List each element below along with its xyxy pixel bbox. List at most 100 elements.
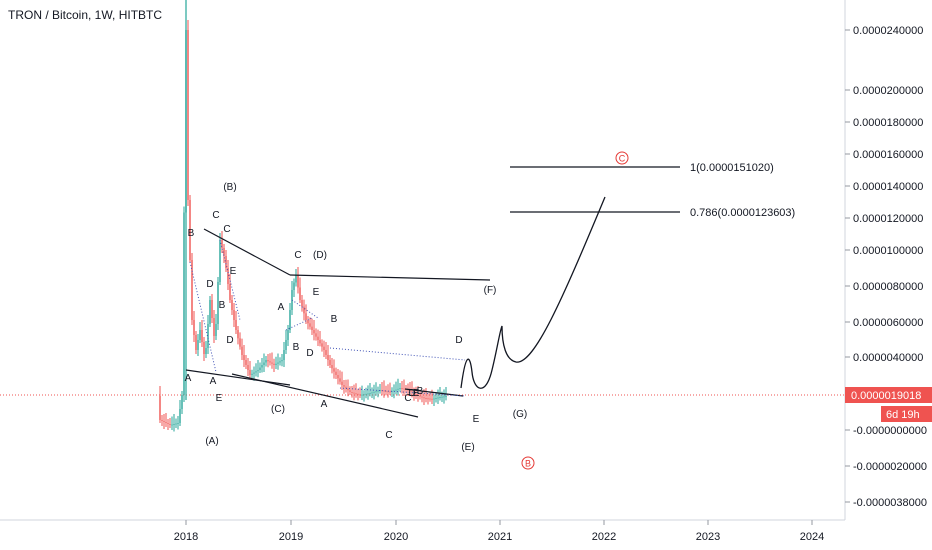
candle-body <box>357 393 359 395</box>
candle-body <box>245 360 247 365</box>
circle-marker <box>615 151 629 165</box>
candle-body <box>203 342 205 354</box>
candle-body <box>225 256 227 268</box>
wave-label: B <box>219 300 226 311</box>
candle-body <box>267 360 269 362</box>
wave-label: A <box>210 376 217 387</box>
candle-body <box>197 340 199 350</box>
wave-label: (F) <box>484 285 497 296</box>
fib-level-label: 0.786(0.0000123603) <box>690 207 795 219</box>
candle-body <box>395 389 397 391</box>
candle-body <box>349 390 351 392</box>
candle-body <box>253 372 255 374</box>
candle-body <box>235 320 237 330</box>
candle-body <box>399 388 401 389</box>
candle-body <box>233 310 235 320</box>
candle-body <box>337 375 339 379</box>
candle-body <box>191 260 193 320</box>
x-tick-label: 2024 <box>800 531 824 543</box>
candle-body <box>309 323 311 327</box>
y-tick-label: 0.0000160000 <box>853 149 923 161</box>
candle-body <box>257 370 259 372</box>
wave-label: C <box>212 210 219 221</box>
candle-body <box>347 388 349 391</box>
wave-connector <box>189 261 217 373</box>
candle-body <box>167 423 169 424</box>
candle-body <box>333 368 335 372</box>
candle-body <box>293 282 295 290</box>
wave-label: C <box>223 224 230 235</box>
wave-label: A <box>321 399 328 410</box>
candle-body <box>441 396 443 398</box>
wave-label: E <box>313 287 320 298</box>
wave-label: (C) <box>271 404 285 415</box>
trendline <box>231 373 419 418</box>
x-tick-label: 2022 <box>592 531 616 543</box>
candle-body <box>383 390 385 392</box>
candle-body <box>415 393 417 395</box>
wave-label: A <box>278 302 285 313</box>
candle-body <box>323 346 325 350</box>
candle-body <box>281 360 283 362</box>
circle-label: C <box>619 154 626 164</box>
candle-body <box>321 343 323 347</box>
trendline <box>404 388 464 397</box>
candle-body <box>387 391 389 393</box>
y-tick-label: -0.0000038000 <box>853 497 927 509</box>
candle-body <box>431 398 433 400</box>
candle-body <box>179 409 181 423</box>
candle-body <box>263 362 265 365</box>
candle-body <box>283 350 285 360</box>
candle-body <box>377 390 379 392</box>
candle-body <box>205 348 207 354</box>
candle-body <box>181 395 183 409</box>
candle-body <box>287 330 289 340</box>
candle-body <box>171 424 173 426</box>
candle-body <box>199 330 201 340</box>
candle-body <box>307 320 309 324</box>
wave-label: D <box>408 388 415 399</box>
candle-body <box>215 324 217 336</box>
candle-body <box>251 373 253 375</box>
candle-body <box>311 326 313 330</box>
x-tick-label: 2018 <box>174 531 198 543</box>
candle-body <box>279 361 281 363</box>
wave-connector <box>291 299 319 319</box>
wave-label: E <box>473 414 480 425</box>
candle-body <box>207 324 209 348</box>
candle-body <box>355 393 357 395</box>
candle-body <box>359 394 361 396</box>
candle-body <box>231 300 233 310</box>
wave-label: (B) <box>223 182 236 193</box>
projection-path <box>460 196 606 389</box>
candle-body <box>329 360 331 365</box>
wave-label: D <box>226 335 233 346</box>
x-tick-label: 2019 <box>279 531 303 543</box>
candle-body <box>391 391 393 393</box>
y-tick-label: 0.0000180000 <box>853 117 923 129</box>
candle-body <box>241 346 243 355</box>
candle-body <box>159 396 161 420</box>
candle-body <box>445 396 447 397</box>
y-tick-label: 0.0000240000 <box>853 25 923 37</box>
candle-body <box>223 248 225 256</box>
candle-body <box>411 391 413 393</box>
candle-body <box>443 396 445 398</box>
candle-body <box>335 371 337 375</box>
candle-body <box>221 240 223 248</box>
chart-title: TRON / Bitcoin, 1W, HITBTC <box>8 8 163 22</box>
candle-body <box>343 385 345 387</box>
candle-body <box>277 362 279 364</box>
candle-body <box>365 393 367 395</box>
y-tick-label: -0.0000000000 <box>853 425 927 437</box>
y-tick-label: 0.0000060000 <box>853 317 923 329</box>
wave-label: D <box>306 348 313 359</box>
candle-body <box>249 370 251 375</box>
candle-body <box>303 306 305 314</box>
candle-body <box>325 350 327 355</box>
y-tick-label: 0.0000200000 <box>853 85 923 97</box>
wave-label: B <box>417 386 424 397</box>
candle-body <box>385 390 387 392</box>
wave-label: E <box>216 393 223 404</box>
candle-body <box>379 390 381 391</box>
